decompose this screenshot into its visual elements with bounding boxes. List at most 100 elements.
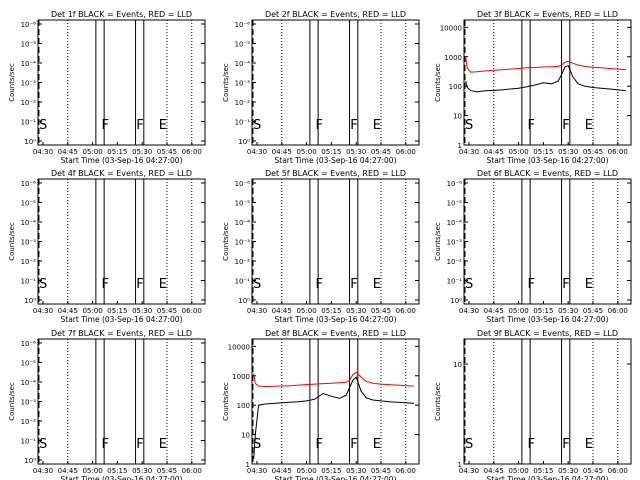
x-tick-label: 05:45 bbox=[583, 307, 603, 315]
x-tick-label: 05:00 bbox=[82, 467, 102, 475]
x-tick-label: 04:30 bbox=[247, 148, 267, 156]
panel-title: Det 6f BLACK = Events, RED = LLD bbox=[477, 169, 618, 178]
panel-title: Det 8f BLACK = Events, RED = LLD bbox=[265, 329, 406, 338]
y-tick-label: 10⁰ bbox=[238, 297, 250, 305]
y-tick-label: 10⁻³ bbox=[21, 239, 37, 247]
y-axis-label: Counts/sec bbox=[222, 382, 230, 421]
x-tick-label: 04:30 bbox=[33, 307, 53, 315]
marker-f: F bbox=[101, 277, 108, 292]
x-tick-label: 05:00 bbox=[296, 307, 316, 315]
y-tick-label: 10⁻³ bbox=[235, 80, 251, 88]
x-tick-label: 05:30 bbox=[558, 307, 578, 315]
y-tick-label: 10⁻¹ bbox=[235, 278, 251, 286]
x-tick-label: 05:30 bbox=[132, 148, 152, 156]
x-tick-label: 05:45 bbox=[371, 148, 391, 156]
x-tick-label: 06:00 bbox=[608, 467, 628, 475]
x-tick-label: 05:15 bbox=[107, 148, 127, 156]
marker-s: S bbox=[465, 118, 473, 133]
plot-frame bbox=[37, 19, 206, 146]
y-tick-label: 1000 bbox=[232, 373, 250, 381]
x-tick-label: 04:30 bbox=[459, 307, 479, 315]
y-tick-label: 10⁻⁶ bbox=[235, 21, 251, 29]
x-axis-label: Start Time (03-Sep-16 04:27:00) bbox=[275, 156, 397, 165]
panel-title: Det 1f BLACK = Events, RED = LLD bbox=[51, 10, 192, 19]
x-tick-label: 05:15 bbox=[321, 467, 341, 475]
x-tick-label: 05:00 bbox=[82, 148, 102, 156]
x-tick-label: 05:45 bbox=[157, 148, 177, 156]
y-tick-label: 10⁻² bbox=[21, 418, 37, 426]
x-tick-label: 04:30 bbox=[247, 467, 267, 475]
marker-f: F bbox=[101, 437, 108, 452]
plot-frame bbox=[251, 338, 420, 465]
y-tick-label: 10⁻³ bbox=[235, 239, 251, 247]
x-axis-label: Start Time (03-Sep-16 04:27:00) bbox=[275, 315, 397, 324]
x-tick-label: 06:00 bbox=[182, 467, 202, 475]
marker-f: F bbox=[101, 118, 108, 133]
y-axis-label: Counts/sec bbox=[434, 222, 442, 261]
y-tick-label: 10⁰ bbox=[24, 297, 36, 305]
marker-f: F bbox=[136, 277, 143, 292]
lld-series bbox=[253, 371, 415, 388]
marker-f: F bbox=[315, 118, 322, 133]
marker-f: F bbox=[136, 437, 143, 452]
y-tick-label: 10⁻¹ bbox=[447, 278, 463, 286]
y-tick-label: 10⁻⁶ bbox=[235, 180, 251, 188]
y-tick-label: 10⁰ bbox=[24, 457, 36, 465]
detector-panel-3: Det 3f BLACK = Events, RED = LLD 1 10 100 10… bbox=[434, 10, 632, 165]
y-tick-label: 10⁻² bbox=[235, 258, 251, 266]
x-axis-label: Start Time (03-Sep-16 04:27:00) bbox=[275, 475, 397, 480]
y-tick-label: 10 bbox=[453, 361, 462, 369]
x-tick-label: 05:30 bbox=[558, 148, 578, 156]
plot-frame bbox=[37, 178, 206, 305]
events-series bbox=[465, 64, 627, 93]
marker-f: F bbox=[562, 118, 569, 133]
marker-e: E bbox=[585, 277, 593, 292]
x-tick-label: 04:30 bbox=[459, 148, 479, 156]
x-tick-label: 05:30 bbox=[346, 148, 366, 156]
y-tick-label: 1 bbox=[246, 461, 250, 469]
y-tick-label: 10⁻⁴ bbox=[21, 379, 37, 387]
y-tick-label: 10⁻⁵ bbox=[21, 41, 37, 49]
y-tick-label: 10⁻⁵ bbox=[21, 360, 37, 368]
x-tick-label: 05:15 bbox=[533, 148, 553, 156]
x-tick-label: 05:00 bbox=[508, 307, 528, 315]
panel-title: Det 9f BLACK = Events, RED = LLD bbox=[477, 329, 618, 338]
x-tick-label: 04:45 bbox=[58, 148, 78, 156]
marker-e: E bbox=[373, 437, 381, 452]
x-tick-label: 06:00 bbox=[396, 467, 416, 475]
marker-s: S bbox=[39, 277, 47, 292]
marker-f: F bbox=[527, 437, 534, 452]
plot-frame bbox=[463, 178, 632, 305]
panel-title: Det 7f BLACK = Events, RED = LLD bbox=[51, 329, 192, 338]
y-tick-label: 10⁰ bbox=[450, 297, 462, 305]
y-tick-label: 10⁻¹ bbox=[21, 438, 37, 446]
x-tick-label: 06:00 bbox=[396, 148, 416, 156]
x-tick-label: 04:45 bbox=[58, 467, 78, 475]
y-tick-label: 10⁻⁴ bbox=[235, 60, 251, 68]
panel-title: Det 3f BLACK = Events, RED = LLD bbox=[477, 10, 618, 19]
y-axis-label: Counts/sec bbox=[222, 222, 230, 261]
plot-frame bbox=[463, 19, 632, 146]
y-tick-label: 10000 bbox=[440, 24, 462, 32]
marker-e: E bbox=[585, 118, 593, 133]
marker-s: S bbox=[253, 277, 261, 292]
plot-frame bbox=[251, 178, 420, 305]
y-axis-label: Counts/sec bbox=[434, 63, 442, 102]
marker-e: E bbox=[159, 437, 167, 452]
detector-panel-4: Det 4f BLACK = Events, RED = LLD 10⁰ 10⁻¹ 1… bbox=[8, 169, 206, 324]
marker-f: F bbox=[350, 277, 357, 292]
detector-panel-9: Det 9f BLACK = Events, RED = LLD 1 10 Count… bbox=[434, 329, 632, 480]
marker-f: F bbox=[562, 277, 569, 292]
y-tick-label: 10⁻¹ bbox=[235, 119, 251, 127]
x-tick-label: 04:45 bbox=[272, 467, 292, 475]
x-tick-label: 04:45 bbox=[272, 148, 292, 156]
marker-s: S bbox=[465, 437, 473, 452]
y-tick-label: 10⁻² bbox=[21, 99, 37, 107]
y-tick-label: 10⁻³ bbox=[21, 80, 37, 88]
x-tick-label: 05:30 bbox=[132, 467, 152, 475]
detector-panel-2: Det 2f BLACK = Events, RED = LLD 10⁰ 10⁻¹ 1… bbox=[222, 10, 420, 165]
x-tick-label: 05:15 bbox=[321, 148, 341, 156]
y-tick-label: 10⁻¹ bbox=[21, 278, 37, 286]
x-axis-label: Start Time (03-Sep-16 04:27:00) bbox=[61, 475, 183, 480]
